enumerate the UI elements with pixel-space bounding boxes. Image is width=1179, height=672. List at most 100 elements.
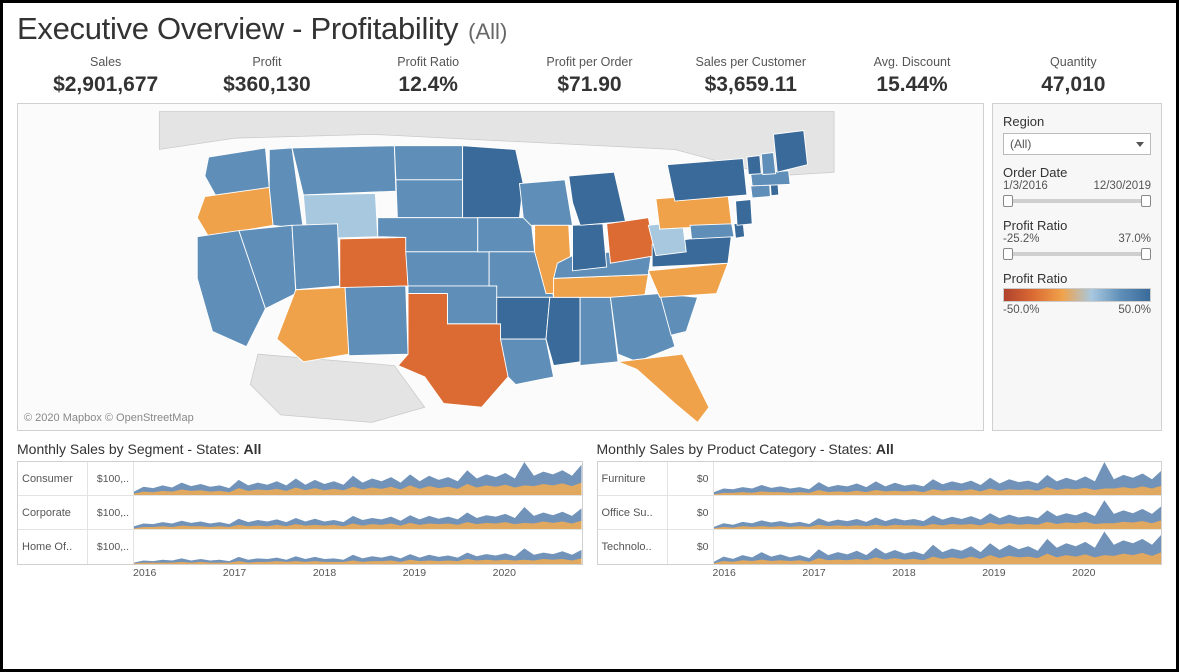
state-me[interactable]: [773, 131, 807, 173]
order-date-slider[interactable]: [1003, 194, 1151, 208]
row-plot[interactable]: [714, 496, 1162, 529]
kpi-label: Sales per Customer: [670, 55, 831, 69]
state-az[interactable]: [277, 287, 349, 361]
region-dropdown[interactable]: (All): [1003, 133, 1151, 155]
kpi-card: Profit per Order $71.90: [509, 55, 670, 97]
state-nh[interactable]: [761, 153, 775, 175]
map-attribution: © 2020 Mapbox © OpenStreetMap: [24, 412, 194, 424]
row-plot[interactable]: [714, 530, 1162, 564]
category-chart-block: Monthly Sales by Product Category - Stat…: [597, 441, 1163, 579]
x-tick: 2020: [493, 567, 583, 579]
state-vt[interactable]: [747, 156, 761, 175]
kpi-value: $3,659.11: [670, 73, 831, 97]
order-date-min: 1/3/2016: [1003, 180, 1048, 192]
profit-ratio-filter-label: Profit Ratio: [1003, 218, 1151, 233]
filter-panel: Region (All) Order Date 1/3/2016 12/30/2…: [992, 103, 1162, 431]
row-plot[interactable]: [134, 496, 582, 529]
color-legend-title: Profit Ratio: [1003, 271, 1151, 286]
segment-chart-title: Monthly Sales by Segment - States: All: [17, 441, 583, 457]
kpi-value: 15.44%: [831, 73, 992, 97]
profitability-map[interactable]: © 2020 Mapbox © OpenStreetMap: [17, 103, 984, 431]
state-ct[interactable]: [751, 184, 771, 198]
kpi-card: Profit Ratio 12.4%: [348, 55, 509, 97]
row-category-label: Consumer: [18, 462, 88, 495]
slider-thumb-left[interactable]: [1003, 195, 1013, 207]
row-category-label: Corporate: [18, 496, 88, 529]
x-tick: 2019: [982, 567, 1072, 579]
chart-row[interactable]: Technolo..$0: [598, 530, 1162, 564]
slider-thumb-right[interactable]: [1141, 248, 1151, 260]
row-category-label: Home Of..: [18, 530, 88, 564]
state-ia[interactable]: [478, 218, 535, 252]
chart-row[interactable]: Consumer$100,..: [18, 462, 582, 496]
kpi-label: Profit per Order: [509, 55, 670, 69]
chart-row[interactable]: Corporate$100,..: [18, 496, 582, 530]
state-nd[interactable]: [394, 146, 462, 180]
kpi-row: Sales $2,901,677Profit $360,130Profit Ra…: [17, 55, 1162, 97]
kpi-label: Profit: [186, 55, 347, 69]
state-oh[interactable]: [607, 218, 656, 263]
state-ks[interactable]: [406, 252, 489, 286]
row-y-label: $100,..: [88, 462, 134, 495]
kpi-value: $71.90: [509, 73, 670, 97]
state-md[interactable]: [690, 224, 734, 239]
state-mi[interactable]: [569, 172, 626, 225]
x-tick: 2018: [892, 567, 982, 579]
state-ut[interactable]: [292, 224, 340, 290]
chart-row[interactable]: Office Su..$0: [598, 496, 1162, 530]
state-fl[interactable]: [618, 354, 709, 422]
kpi-label: Avg. Discount: [831, 55, 992, 69]
state-co[interactable]: [340, 237, 408, 288]
row-plot[interactable]: [714, 462, 1162, 495]
state-sd[interactable]: [396, 180, 463, 218]
state-la[interactable]: [501, 339, 554, 384]
legend-max: 50.0%: [1118, 304, 1151, 316]
kpi-card: Sales per Customer $3,659.11: [670, 55, 831, 97]
state-ny[interactable]: [667, 159, 747, 201]
state-ms[interactable]: [546, 297, 580, 365]
row-y-label: $0: [668, 496, 714, 529]
region-selected: (All): [1010, 137, 1031, 151]
state-mt[interactable]: [292, 146, 396, 195]
state-nc[interactable]: [648, 263, 728, 297]
x-tick: 2019: [403, 567, 493, 579]
row-y-label: $100,..: [88, 530, 134, 564]
row-category-label: Technolo..: [598, 530, 668, 564]
profit-ratio-slider[interactable]: [1003, 247, 1151, 261]
kpi-card: Avg. Discount 15.44%: [831, 55, 992, 97]
page-title-suffix: (All): [468, 19, 507, 45]
state-nj[interactable]: [736, 200, 753, 226]
x-tick: 2016: [133, 567, 223, 579]
kpi-label: Profit Ratio: [348, 55, 509, 69]
state-mn[interactable]: [463, 146, 524, 218]
profit-ratio-min: -25.2%: [1003, 233, 1039, 245]
kpi-label: Sales: [25, 55, 186, 69]
row-plot[interactable]: [134, 462, 582, 495]
category-chart-title: Monthly Sales by Product Category - Stat…: [597, 441, 1163, 457]
state-wi[interactable]: [519, 180, 572, 225]
color-legend-gradient: [1003, 288, 1151, 302]
row-y-label: $100,..: [88, 496, 134, 529]
order-date-max: 12/30/2019: [1093, 180, 1151, 192]
state-in[interactable]: [573, 224, 607, 271]
chart-row[interactable]: Home Of..$100,..: [18, 530, 582, 564]
kpi-value: $2,901,677: [25, 73, 186, 97]
legend-min: -50.0%: [1003, 304, 1039, 316]
kpi-label: Quantity: [993, 55, 1154, 69]
dashboard-title-row: Executive Overview - Profitability (All): [17, 11, 1162, 47]
order-date-filter-label: Order Date: [1003, 165, 1151, 180]
state-nm[interactable]: [345, 286, 408, 356]
slider-thumb-right[interactable]: [1141, 195, 1151, 207]
region-filter-label: Region: [1003, 114, 1151, 129]
x-tick: 2018: [313, 567, 403, 579]
x-tick: 2020: [1072, 567, 1162, 579]
profit-ratio-max: 37.0%: [1118, 233, 1151, 245]
slider-thumb-left[interactable]: [1003, 248, 1013, 260]
state-ar[interactable]: [497, 297, 550, 339]
row-category-label: Furniture: [598, 462, 668, 495]
row-y-label: $0: [668, 530, 714, 564]
kpi-value: $360,130: [186, 73, 347, 97]
chart-row[interactable]: Furniture$0: [598, 462, 1162, 496]
kpi-card: Profit $360,130: [186, 55, 347, 97]
row-plot[interactable]: [134, 530, 582, 564]
